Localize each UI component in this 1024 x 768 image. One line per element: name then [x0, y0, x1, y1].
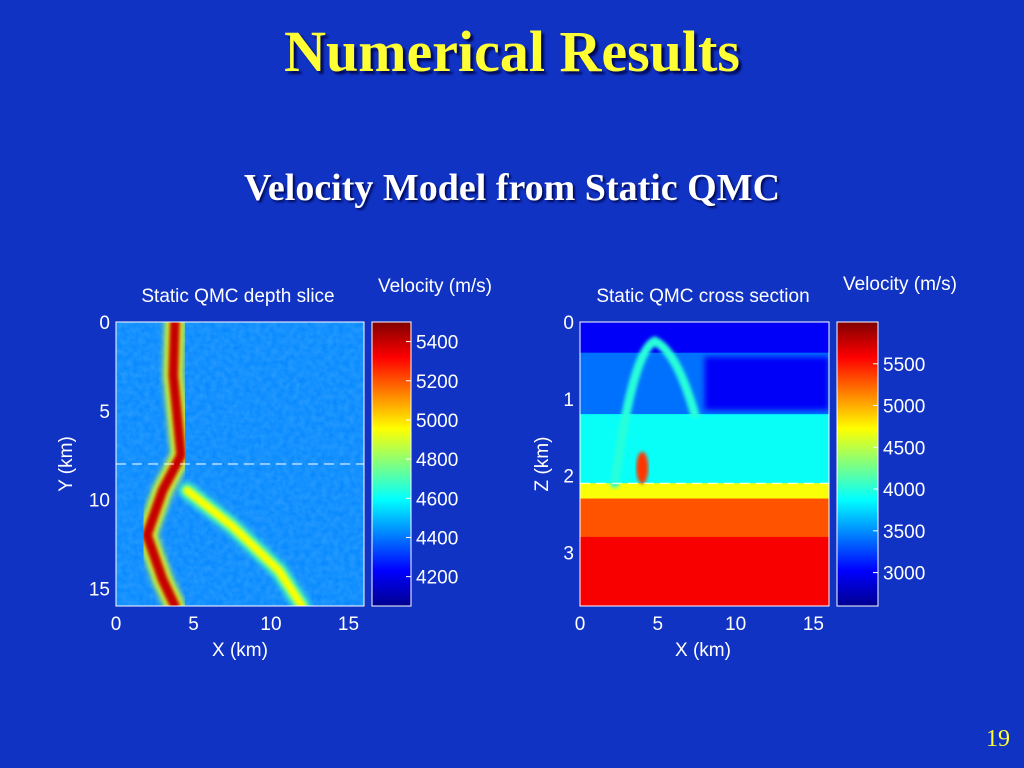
- depth-slice-colorbar: [371, 321, 412, 607]
- velocity-layer: [580, 536, 829, 606]
- depth-slice-ytick-label: 5: [99, 402, 110, 423]
- depth-slice-ylabel: Y (km): [56, 436, 77, 492]
- depth-slice-title: Static QMC depth slice: [141, 286, 334, 307]
- cross-section-colorbar-tick-label: 5500: [883, 355, 925, 376]
- depth-slice-colorbar-label: Velocity (m/s): [378, 276, 492, 297]
- depth-slice-colorbar-tick-label: 5000: [416, 411, 458, 432]
- cross-section-xtick-label: 0: [575, 614, 586, 635]
- cross-section-xtick-label: 10: [725, 614, 746, 635]
- cross-section-title: Static QMC cross section: [596, 286, 809, 307]
- depth-slice-ytick-label: 0: [99, 313, 110, 334]
- cross-section-ylabel: Z (km): [532, 437, 553, 492]
- cross-section-colorbar-tick-label: 3000: [883, 564, 925, 585]
- slide-title: Numerical Results: [284, 19, 740, 84]
- cross-section-ytick-label: 0: [563, 313, 574, 334]
- depth-slice-xtick-label: 15: [338, 614, 359, 635]
- slide-subtitle: Velocity Model from Static QMC: [243, 167, 781, 209]
- depth-slice-heatmap: [116, 322, 364, 606]
- dome-feature: [610, 336, 700, 488]
- cross-section-xtick-label: 5: [653, 614, 664, 635]
- page-number: 19: [986, 726, 1010, 752]
- cross-section-colorbar-tick-label: 4000: [883, 480, 925, 501]
- depth-slice-ytick-label: 15: [89, 579, 110, 600]
- slow-pocket: [704, 356, 829, 411]
- velocity-layer: [580, 483, 829, 500]
- depth-slice-colorbar-tick-label: 4800: [416, 450, 458, 471]
- depth-slice-colorbar-tick-label: 4200: [416, 568, 458, 589]
- cross-section-heatmap: [580, 322, 829, 606]
- velocity-layer: [580, 498, 829, 538]
- velocity-layer: [580, 322, 829, 354]
- depth-slice-colorbar-tick-label: 5400: [416, 333, 458, 354]
- cross-section-colorbar-tick-label: 3500: [883, 522, 925, 543]
- depth-slice-xtick-label: 0: [111, 614, 122, 635]
- cross-section-ytick-label: 1: [563, 390, 574, 411]
- cross-section-colorbar-tick-label: 4500: [883, 438, 925, 459]
- cross-section-colorbar-tick-label: 5000: [883, 397, 925, 418]
- cross-section-colorbar-label: Velocity (m/s): [843, 274, 957, 295]
- depth-slice-colorbar-tick-label: 4400: [416, 528, 458, 549]
- cross-section-ytick-label: 3: [563, 543, 574, 564]
- cross-section-xtick-label: 15: [803, 614, 824, 635]
- cross-section-colorbar: [836, 321, 879, 607]
- cross-section-ytick-label: 2: [563, 467, 574, 488]
- depth-slice-xtick-label: 10: [260, 614, 281, 635]
- fast-spot: [636, 451, 649, 484]
- depth-slice-ytick-label: 10: [89, 491, 110, 512]
- fast-band-1: [142, 322, 187, 606]
- cross-section-panel: 0 5 10 15 0 1 2 3 Static QMC cross section X (k…: [532, 274, 957, 661]
- fast-band-2: [183, 486, 306, 606]
- cross-section-xlabel: X (km): [675, 640, 731, 661]
- depth-slice-xlabel: X (km): [212, 640, 268, 661]
- depth-slice-xtick-label: 5: [188, 614, 199, 635]
- depth-slice-colorbar-tick-label: 4600: [416, 489, 458, 510]
- depth-slice-colorbar-tick-label: 5200: [416, 372, 458, 393]
